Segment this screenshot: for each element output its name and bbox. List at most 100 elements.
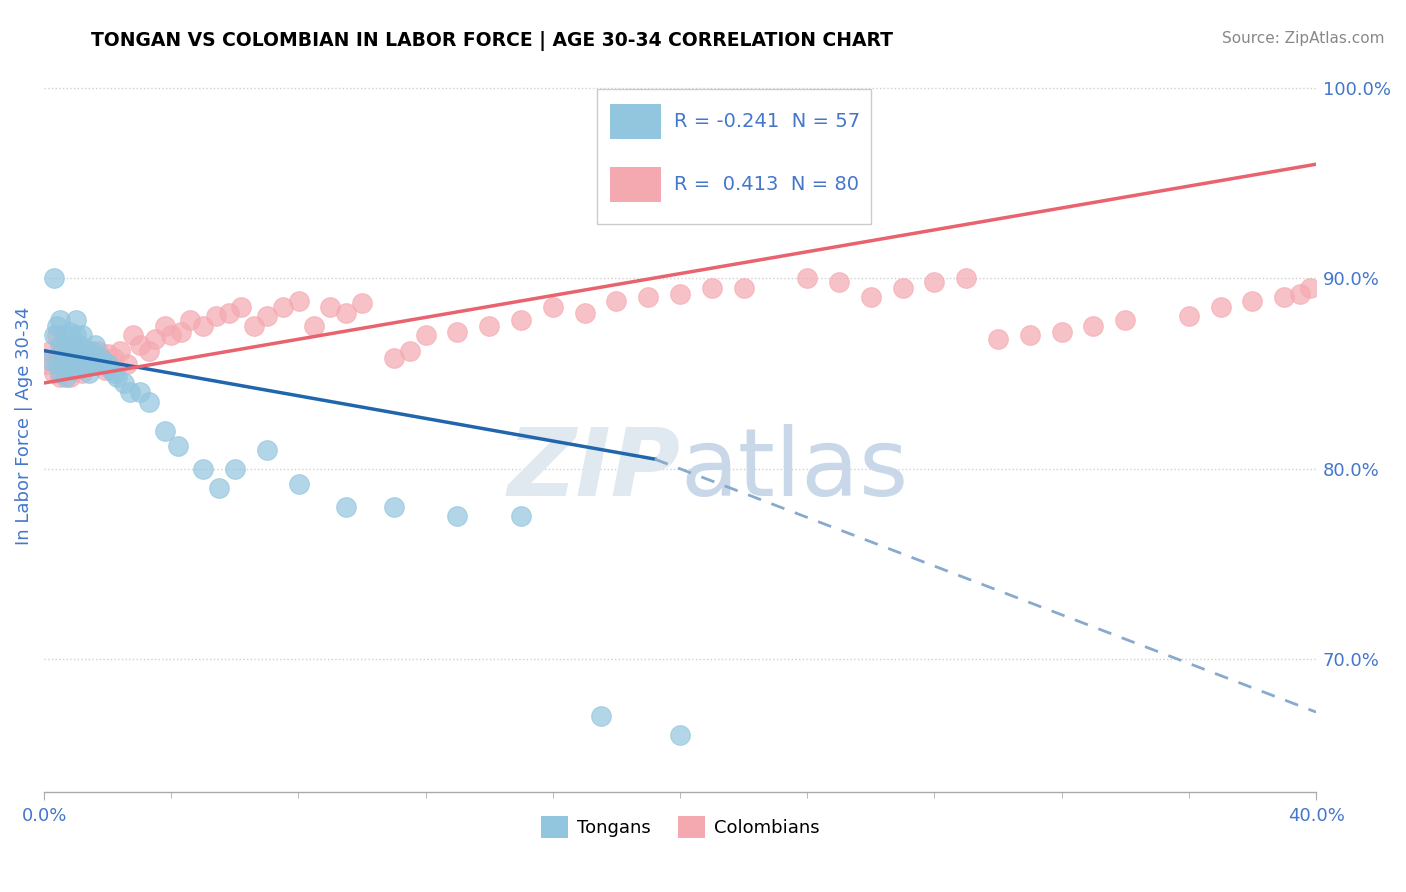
Point xyxy=(49,370,72,384)
Point xyxy=(191,461,214,475)
Point xyxy=(1272,290,1295,304)
Point xyxy=(97,347,120,361)
Text: R =  0.413  N = 80: R = 0.413 N = 80 xyxy=(673,176,859,194)
Point xyxy=(287,294,309,309)
Point xyxy=(574,305,596,319)
Point xyxy=(58,325,80,339)
Point xyxy=(924,275,946,289)
Point xyxy=(52,357,75,371)
Point xyxy=(335,500,357,514)
Point xyxy=(49,347,72,361)
Point xyxy=(110,343,132,358)
Point xyxy=(93,362,115,376)
Point xyxy=(128,385,150,400)
Point xyxy=(115,357,138,371)
Point xyxy=(67,357,90,371)
Point xyxy=(84,351,107,366)
Point xyxy=(90,351,112,366)
Point xyxy=(103,351,125,366)
Point xyxy=(145,332,167,346)
Point xyxy=(859,290,882,304)
Point xyxy=(335,305,357,319)
Point xyxy=(170,325,193,339)
Point xyxy=(72,328,94,343)
Point xyxy=(352,296,374,310)
Point xyxy=(65,343,87,358)
Point xyxy=(105,370,128,384)
Point xyxy=(58,370,80,384)
Point xyxy=(287,476,309,491)
Point xyxy=(39,343,62,358)
Point xyxy=(52,343,75,358)
Point xyxy=(42,328,65,343)
Point xyxy=(55,343,77,358)
Point xyxy=(77,367,100,381)
Point xyxy=(45,328,67,343)
Text: atlas: atlas xyxy=(681,424,908,516)
Point xyxy=(62,338,84,352)
Point xyxy=(153,424,176,438)
Point xyxy=(65,362,87,376)
Point xyxy=(97,357,120,371)
Point xyxy=(62,357,84,371)
Point xyxy=(55,351,77,366)
Point xyxy=(55,357,77,371)
Legend: Tongans, Colombians: Tongans, Colombians xyxy=(533,809,827,846)
Point xyxy=(55,370,77,384)
Point xyxy=(87,357,110,371)
Point xyxy=(208,481,231,495)
Point xyxy=(828,275,851,289)
Text: TONGAN VS COLOMBIAN IN LABOR FORCE | AGE 30-34 CORRELATION CHART: TONGAN VS COLOMBIAN IN LABOR FORCE | AGE… xyxy=(91,31,893,51)
Point xyxy=(93,357,115,371)
Point xyxy=(398,343,420,358)
Point xyxy=(271,300,294,314)
Point xyxy=(45,357,67,371)
Point xyxy=(1241,294,1264,309)
Point xyxy=(541,300,564,314)
Point xyxy=(45,318,67,333)
Point xyxy=(45,351,67,366)
Point xyxy=(55,328,77,343)
Point xyxy=(1018,328,1040,343)
Point xyxy=(733,281,755,295)
Point xyxy=(478,318,501,333)
Point xyxy=(319,300,342,314)
Point xyxy=(1050,325,1073,339)
Point xyxy=(224,461,246,475)
Point xyxy=(62,338,84,352)
Point xyxy=(304,318,326,333)
Point xyxy=(77,343,100,358)
Point xyxy=(446,509,468,524)
Point xyxy=(510,509,533,524)
Point xyxy=(49,338,72,352)
Point xyxy=(84,357,107,371)
Point xyxy=(84,338,107,352)
Text: R = -0.241  N = 57: R = -0.241 N = 57 xyxy=(673,112,860,130)
Point xyxy=(37,357,59,371)
Point xyxy=(118,385,141,400)
Point xyxy=(605,294,627,309)
Point xyxy=(669,728,692,742)
Point xyxy=(637,290,659,304)
Point xyxy=(52,338,75,352)
Point xyxy=(700,281,723,295)
Point xyxy=(1114,313,1136,327)
Y-axis label: In Labor Force | Age 30-34: In Labor Force | Age 30-34 xyxy=(15,307,32,545)
Point xyxy=(669,286,692,301)
Point xyxy=(179,313,201,327)
Point xyxy=(103,367,125,381)
Point xyxy=(1299,281,1322,295)
Point xyxy=(382,351,405,366)
Point xyxy=(510,313,533,327)
Point xyxy=(65,347,87,361)
Point xyxy=(153,318,176,333)
Point xyxy=(231,300,253,314)
Point xyxy=(62,357,84,371)
Point xyxy=(1178,310,1201,324)
Text: Source: ZipAtlas.com: Source: ZipAtlas.com xyxy=(1222,31,1385,46)
Point xyxy=(67,338,90,352)
Point xyxy=(891,281,914,295)
Point xyxy=(80,357,103,371)
Point xyxy=(65,313,87,327)
Point xyxy=(80,351,103,366)
